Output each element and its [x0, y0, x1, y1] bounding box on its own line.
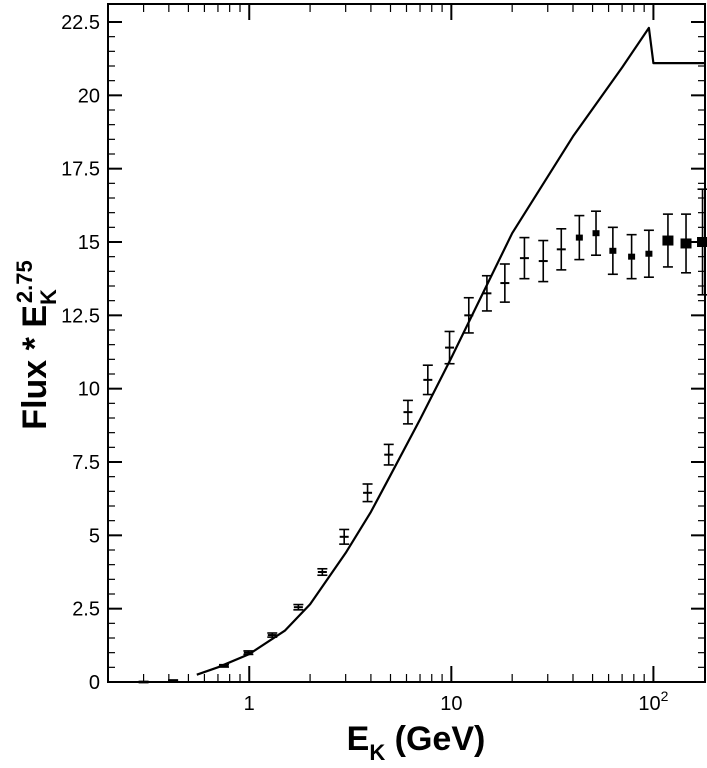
marker [628, 253, 636, 260]
model-curve [196, 26, 705, 676]
data-point [267, 632, 278, 638]
data-point [574, 214, 585, 261]
marker [592, 230, 600, 237]
x-tick-label-base: 10 [638, 693, 660, 715]
x-tick-label: 10 [440, 693, 462, 715]
marker [445, 346, 455, 349]
data-point [243, 650, 254, 656]
marker [403, 411, 413, 414]
x-tick-label-base: 10 [440, 693, 462, 715]
marker [363, 491, 373, 494]
data-point [422, 364, 433, 396]
marker [168, 679, 178, 682]
data-point [643, 229, 654, 279]
data-point [138, 680, 149, 684]
marker [243, 651, 253, 654]
model-curve-layer [196, 26, 705, 676]
x-tick-label: 1 [244, 693, 255, 715]
y-axis-title-base: Flux * E [16, 305, 54, 430]
data-point [317, 567, 328, 577]
marker [293, 606, 303, 609]
y-tick-label: 12.5 [61, 305, 100, 327]
x-axis-title-subscript: K [369, 740, 385, 765]
marker [680, 238, 692, 249]
x-axis-title-suffix: (GeV) [385, 720, 485, 758]
y-axis-title-subscript: K [36, 289, 61, 305]
marker [339, 535, 349, 538]
data-point [626, 233, 637, 280]
y-tick-label: 7.5 [72, 452, 100, 474]
data-point [538, 239, 549, 283]
marker [556, 248, 566, 251]
marker [538, 260, 548, 263]
y-axis-title-superscript: 2.75 [12, 260, 37, 303]
data-point [591, 210, 602, 256]
axis-ticks [107, 4, 705, 683]
marker [423, 378, 433, 381]
data-point [402, 399, 413, 425]
marker [609, 247, 617, 254]
marker [697, 237, 707, 247]
data-point [383, 443, 394, 466]
x-tick-label-base: 1 [244, 693, 255, 715]
data-point [607, 226, 618, 276]
data-point [463, 296, 474, 334]
data-point [444, 330, 455, 365]
marker [500, 282, 510, 285]
data-point [697, 188, 707, 296]
data-point [168, 679, 179, 682]
marker [139, 681, 149, 683]
x-axis-title: EK (GeV) [347, 720, 486, 765]
data-point [662, 213, 674, 268]
x-tick-label: 102 [638, 688, 668, 715]
y-tick-label: 2.5 [72, 599, 100, 621]
marker [662, 235, 674, 246]
x-tick-label-exponent: 2 [661, 688, 669, 704]
marker [219, 664, 229, 667]
marker [384, 453, 394, 456]
data-point [481, 274, 492, 312]
marker [317, 571, 327, 573]
y-tick-label: 5 [89, 525, 100, 547]
marker [464, 314, 474, 317]
plot-frame [107, 3, 706, 683]
data-point [519, 236, 530, 280]
marker [267, 634, 277, 637]
y-tick-label: 17.5 [61, 159, 100, 181]
y-tick-label: 15 [78, 232, 100, 254]
y-axis-title: Flux * EK2.75 [12, 260, 61, 429]
marker [645, 250, 653, 257]
data-point [556, 228, 567, 271]
data-point [339, 528, 350, 545]
x-axis-title-base: E [347, 720, 370, 758]
data-point [499, 263, 510, 303]
plot-area-border [107, 3, 706, 683]
marker [482, 292, 492, 295]
data-point [680, 213, 692, 274]
y-tick-label: 0 [89, 672, 100, 694]
data-point [362, 483, 373, 503]
marker [575, 234, 583, 241]
y-tick-label: 10 [78, 379, 100, 401]
data-point [293, 603, 304, 611]
marker [519, 257, 529, 260]
data-points-layer [138, 188, 707, 684]
data-point [219, 663, 230, 668]
y-tick-label: 20 [78, 85, 100, 107]
y-tick-label: 22.5 [61, 12, 100, 34]
